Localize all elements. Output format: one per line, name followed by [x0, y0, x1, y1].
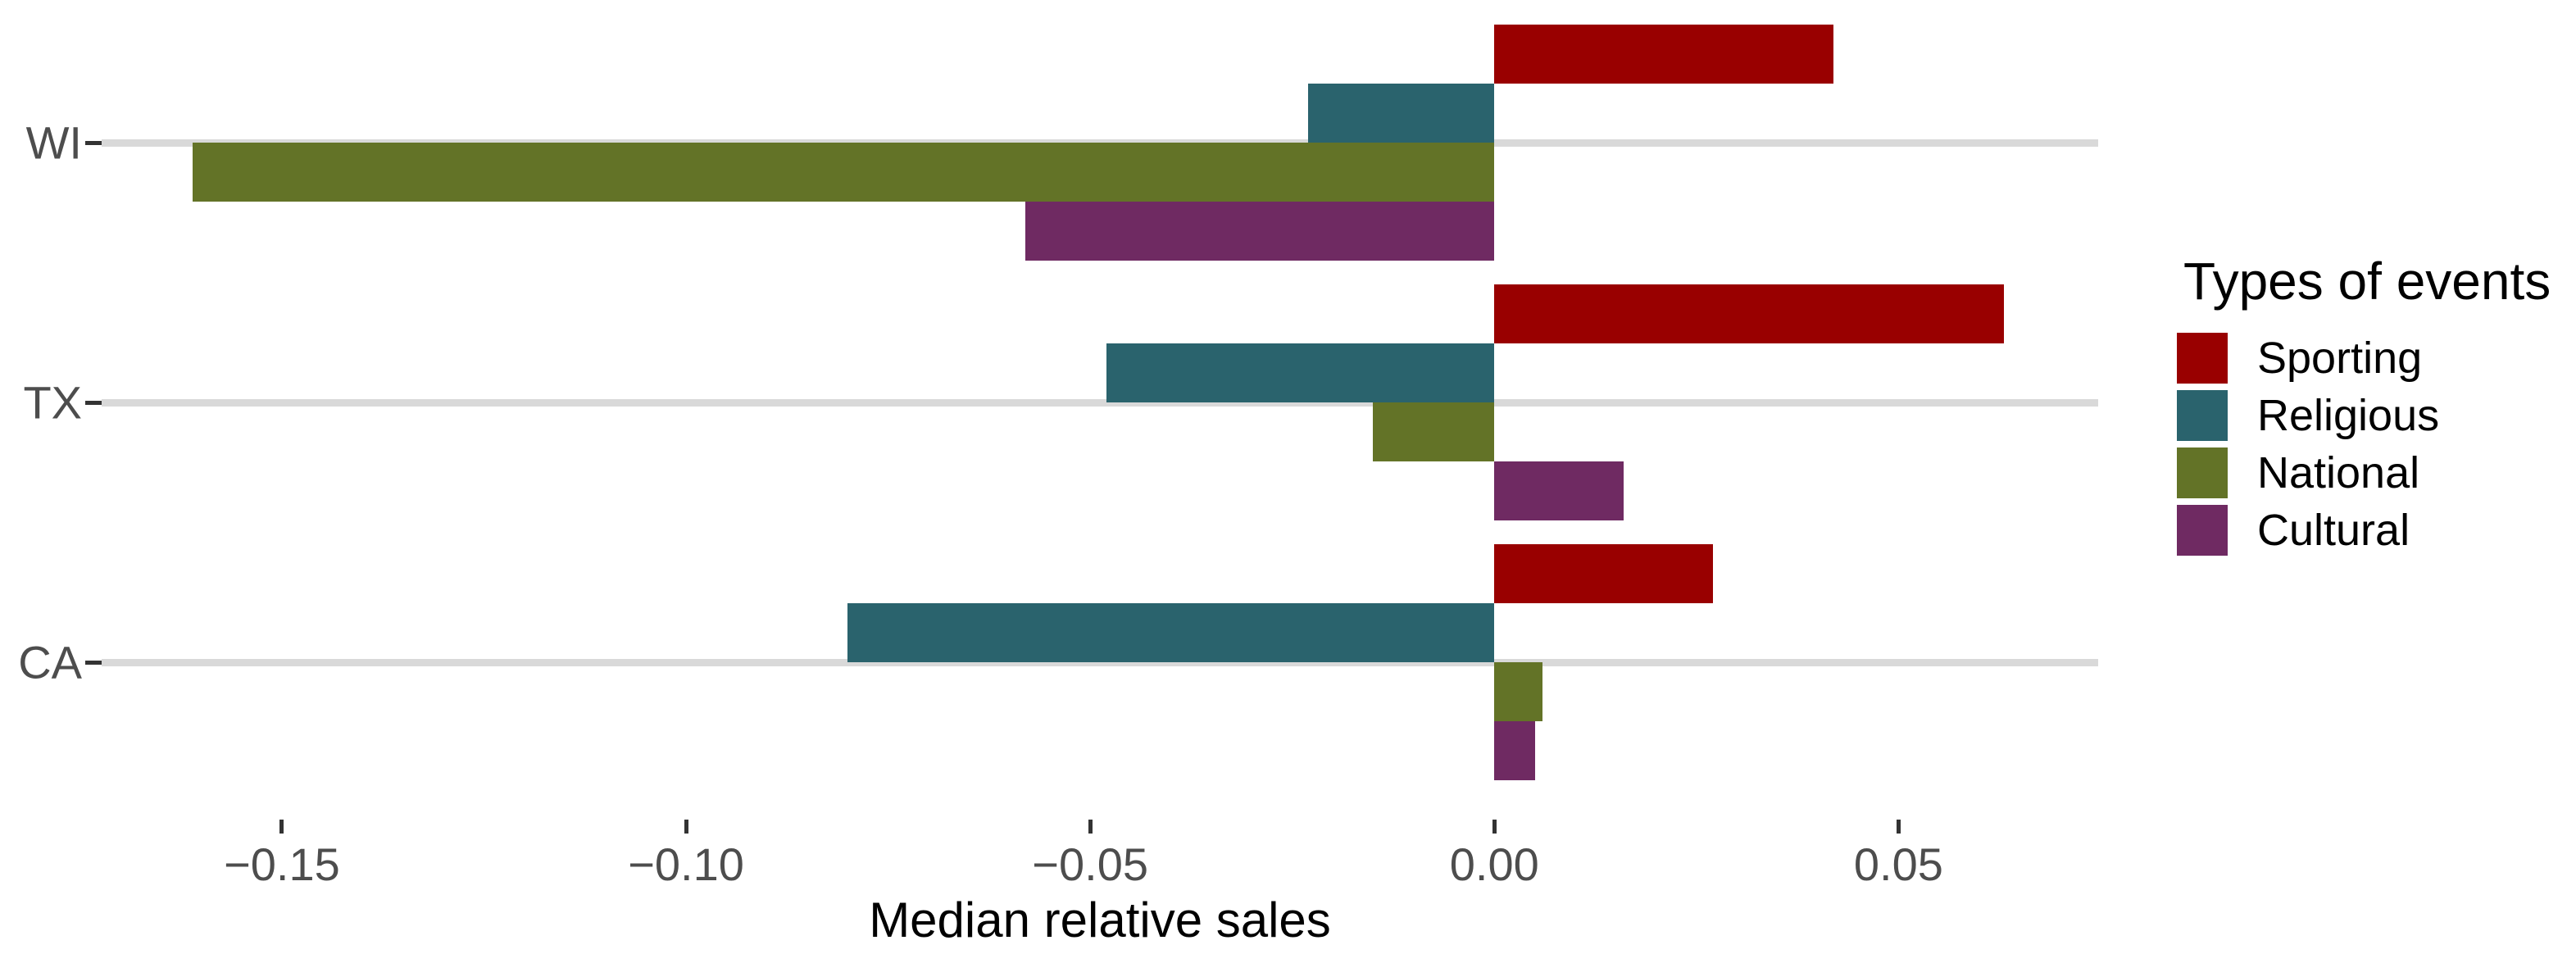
legend-label: Religious — [2257, 391, 2440, 440]
legend-key-swatch — [2177, 447, 2228, 498]
bar-religious-wi — [1308, 84, 1495, 143]
y-tick-label: WI — [25, 116, 82, 169]
x-tick-mark — [1088, 820, 1093, 834]
bar-religious-tx — [1106, 343, 1495, 402]
bar-sporting-ca — [1494, 544, 1713, 603]
bar-sporting-wi — [1494, 25, 1834, 84]
legend-entries: Sporting Religious National Cultural — [2177, 333, 2551, 556]
x-tick-mark — [279, 820, 284, 834]
bar-national-wi — [193, 143, 1495, 202]
bar-national-ca — [1494, 662, 1543, 721]
legend-label: Sporting — [2257, 334, 2423, 383]
category-gridline — [102, 398, 2098, 407]
bar-sporting-tx — [1494, 284, 2004, 343]
legend-entry-cultural: Cultural — [2177, 505, 2551, 556]
legend-entry-sporting: Sporting — [2177, 333, 2551, 384]
legend: Types of events Sporting Religious Nationa… — [2177, 251, 2551, 562]
y-tick-mark — [85, 400, 102, 405]
legend-key-swatch — [2177, 333, 2228, 384]
bar-cultural-ca — [1494, 721, 1535, 780]
category-gridline — [102, 658, 2098, 666]
y-tick-mark — [85, 660, 102, 665]
x-tick-label: −0.15 — [224, 838, 340, 890]
x-tick-mark — [1492, 820, 1497, 834]
x-tick-label: −0.10 — [628, 838, 744, 890]
legend-key-swatch — [2177, 505, 2228, 556]
legend-key-swatch — [2177, 390, 2228, 441]
x-tick-mark — [1896, 820, 1901, 834]
legend-label: National — [2257, 448, 2420, 497]
legend-title: Types of events — [2183, 252, 2551, 311]
x-tick-label: 0.00 — [1449, 838, 1539, 890]
bar-cultural-wi — [1025, 202, 1495, 261]
y-tick-label: CA — [18, 636, 82, 688]
x-tick-label: 0.05 — [1853, 838, 1943, 890]
x-tick-mark — [684, 820, 688, 834]
bar-religious-ca — [847, 603, 1495, 662]
legend-label: Cultural — [2257, 506, 2410, 555]
bar-cultural-tx — [1494, 461, 1624, 520]
y-tick-mark — [85, 140, 102, 145]
legend-entry-religious: Religious — [2177, 390, 2551, 441]
x-axis-title: Median relative sales — [869, 893, 1331, 947]
x-tick-label: −0.05 — [1032, 838, 1149, 890]
legend-entry-national: National — [2177, 447, 2551, 498]
y-tick-label: TX — [23, 376, 82, 429]
bar-national-tx — [1373, 402, 1495, 461]
